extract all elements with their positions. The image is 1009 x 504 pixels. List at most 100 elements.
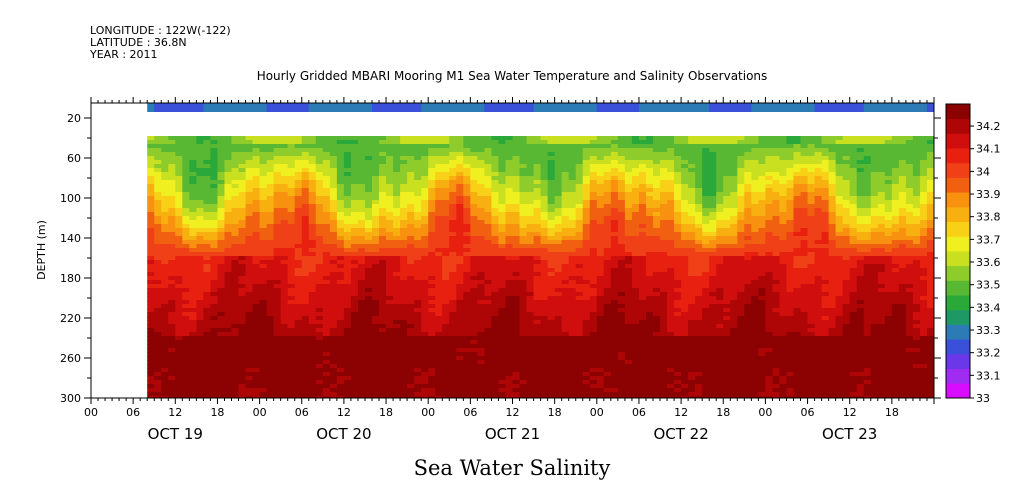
field-cell [147, 244, 155, 249]
field-cell [231, 152, 240, 157]
field-cell [617, 252, 626, 257]
field-cell [259, 136, 268, 141]
field-cell [498, 188, 507, 193]
field-cell [519, 308, 528, 313]
field-cell [484, 232, 493, 237]
field-cell [252, 304, 261, 309]
field-cell [189, 172, 197, 177]
longitude-label: LONGITUDE : 122W(-122) [90, 24, 231, 37]
field-cell [596, 228, 605, 233]
field-cell [414, 328, 422, 333]
field-cell [231, 324, 240, 329]
field-cell [645, 392, 654, 397]
field-cell [273, 288, 282, 293]
field-cell [400, 232, 408, 237]
field-cell [568, 372, 577, 377]
field-cell [224, 292, 233, 297]
field-cell [238, 372, 247, 377]
field-cell [456, 284, 464, 289]
field-cell [294, 332, 303, 337]
field-cell [393, 160, 401, 165]
field-cell [308, 208, 317, 213]
field-cell [386, 344, 394, 349]
field-cell [154, 328, 162, 333]
field-cell [449, 236, 457, 241]
field-cell [617, 260, 626, 265]
field-cell [217, 352, 226, 357]
field-cell [540, 224, 549, 229]
field-cell [329, 208, 338, 213]
field-cell [660, 248, 668, 253]
field-cell [470, 192, 478, 197]
field-cell [364, 180, 373, 185]
field-cell [660, 140, 668, 145]
field-cell [189, 184, 197, 189]
field-cell [617, 280, 626, 285]
field-cell [379, 328, 387, 333]
field-cell [266, 220, 275, 225]
field-cell [456, 208, 464, 213]
field-cell [238, 156, 247, 161]
field-cell [357, 392, 366, 397]
field-cell [147, 332, 155, 337]
field-cell [266, 224, 275, 229]
field-cell [343, 236, 352, 241]
field-cell [196, 352, 204, 357]
field-cell [582, 356, 591, 361]
field-cell [238, 384, 247, 389]
field-cell [617, 172, 626, 177]
field-cell [533, 136, 542, 141]
field-cell [231, 168, 240, 173]
field-cell [210, 136, 219, 141]
field-cell [645, 312, 654, 317]
field-cell [217, 248, 226, 253]
field-cell [456, 276, 464, 281]
field-cell [526, 352, 535, 357]
field-cell [252, 284, 261, 289]
field-cell [533, 352, 542, 357]
field-cell [624, 184, 633, 189]
field-cell [610, 308, 619, 313]
field-cell [470, 364, 478, 369]
field-cell [329, 352, 338, 357]
field-cell [259, 156, 268, 161]
field-cell [238, 276, 247, 281]
field-cell [638, 360, 647, 365]
field-cell [386, 232, 394, 237]
field-cell [596, 348, 605, 353]
field-cell [653, 204, 661, 209]
field-cell [582, 236, 591, 241]
field-cell [435, 312, 443, 317]
field-cell [182, 296, 190, 301]
field-cell [322, 272, 331, 277]
field-cell [301, 268, 310, 273]
field-cell [526, 284, 535, 289]
field-cell [308, 200, 317, 205]
field-cell [526, 280, 535, 285]
field-cell [442, 212, 450, 217]
field-cell [547, 336, 556, 341]
field-cell [224, 268, 233, 273]
field-cell [484, 332, 493, 337]
field-cell [161, 248, 169, 253]
field-cell [624, 200, 633, 205]
field-cell [660, 244, 668, 249]
field-cell [505, 288, 514, 293]
field-cell [435, 212, 443, 217]
field-cell [407, 280, 415, 285]
field-cell [638, 320, 647, 325]
field-cell [154, 372, 162, 377]
field-cell [456, 240, 464, 245]
field-cell [393, 340, 401, 345]
field-cell [231, 103, 240, 112]
field-cell [252, 396, 261, 398]
field-cell [498, 216, 507, 221]
field-cell [414, 156, 422, 161]
field-cell [364, 240, 373, 245]
field-cell [631, 176, 640, 181]
field-cell [435, 136, 443, 141]
field-cell [463, 144, 471, 149]
field-cell [540, 148, 549, 153]
field-cell [182, 308, 190, 313]
field-cell [512, 180, 521, 185]
